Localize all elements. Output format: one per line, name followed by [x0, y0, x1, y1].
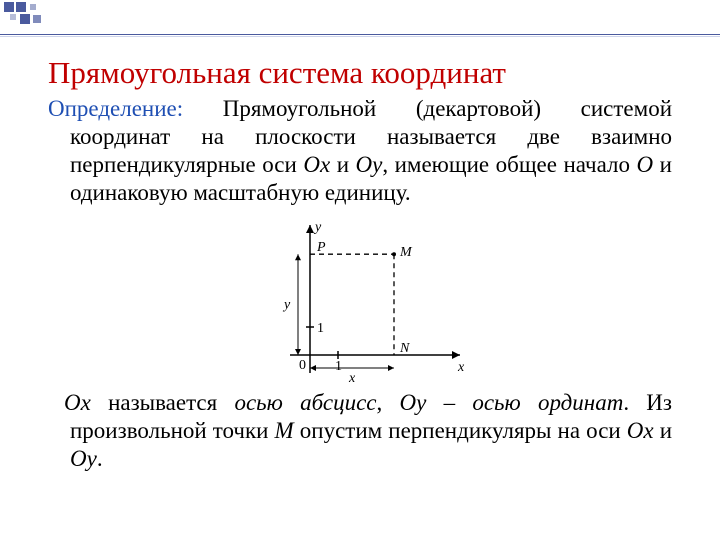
accent-line-thin — [0, 36, 720, 37]
definition-label: Определение: — [48, 96, 183, 121]
def-text: , имеющие общее начало — [382, 152, 636, 177]
svg-text:1: 1 — [335, 359, 342, 374]
accent-line — [0, 34, 720, 35]
second-paragraph: Ох называется осью абсцисс, Оу – осью ор… — [48, 389, 672, 473]
page-title: Прямоугольная система координат — [48, 55, 672, 91]
abscissa-axis: осью абсцисс — [234, 390, 376, 415]
coordinate-diagram: y x 0 1 1 P M Nx y — [48, 215, 672, 385]
decor-square — [10, 14, 16, 20]
corner-decoration — [4, 2, 64, 32]
p2-text: опустим перпендикуляры на оси — [294, 418, 627, 443]
svg-text:N: N — [399, 341, 410, 356]
coordinate-svg: y x 0 1 1 P M Nx y — [250, 215, 470, 385]
svg-text:1: 1 — [317, 321, 324, 336]
svg-text:y: y — [282, 298, 291, 313]
def-text: и — [330, 152, 355, 177]
ordinate-axis: осью ординат — [472, 390, 623, 415]
axis-oy: Оу — [400, 390, 427, 415]
axis-ox: Ох — [64, 390, 91, 415]
decor-square — [30, 4, 36, 10]
point-m: М — [275, 418, 294, 443]
definition-paragraph: Определение: Прямоугольной (декартовой) … — [48, 95, 672, 207]
svg-text:y: y — [313, 220, 322, 235]
svg-text:0: 0 — [299, 358, 306, 373]
origin-o: О — [637, 152, 654, 177]
svg-text:P: P — [316, 240, 326, 255]
svg-text:x: x — [457, 360, 465, 375]
axis-ox: Ох — [303, 152, 330, 177]
slide-content: Прямоугольная система координат Определе… — [0, 0, 720, 493]
axis-oy: Оу — [356, 152, 383, 177]
p2-text: и — [654, 418, 672, 443]
p2-text: – — [426, 390, 472, 415]
p2-text: . — [97, 446, 103, 471]
decor-square — [4, 2, 14, 12]
p2-text: называется — [91, 390, 235, 415]
svg-text:M: M — [399, 245, 413, 260]
axis-ox: Ох — [627, 418, 654, 443]
decor-square — [33, 15, 41, 23]
p2-text: , — [377, 390, 400, 415]
axis-oy: Оу — [70, 446, 97, 471]
decor-square — [20, 14, 30, 24]
decor-square — [16, 2, 26, 12]
svg-text:x: x — [348, 371, 356, 385]
